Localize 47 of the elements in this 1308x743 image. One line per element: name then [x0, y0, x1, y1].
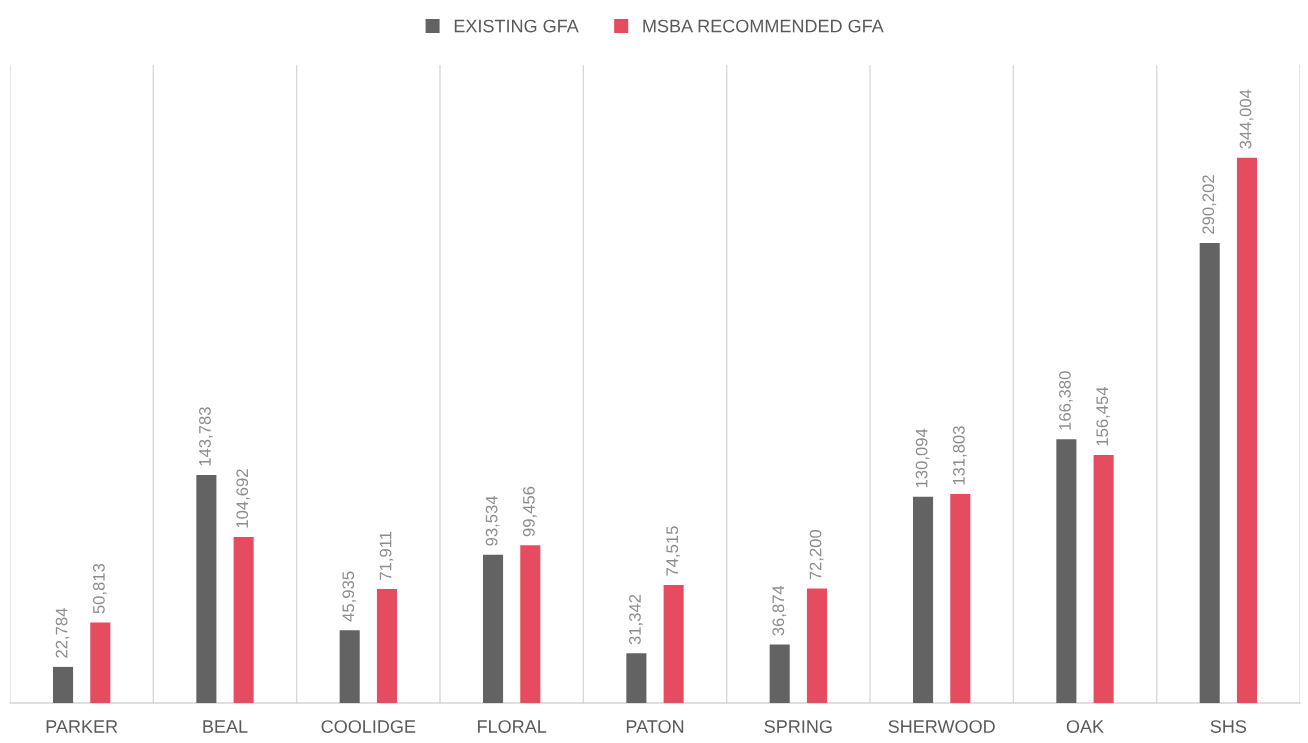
- data-label: 93,534: [485, 495, 500, 546]
- x-tick-label: PARKER: [46, 720, 118, 733]
- data-label: 143,783: [199, 407, 213, 466]
- data-label: 131,803: [952, 426, 967, 485]
- data-label: 166,380: [1059, 371, 1073, 430]
- data-label: 99,456: [522, 486, 537, 537]
- bar: [950, 494, 971, 703]
- data-label: 104,692: [236, 469, 251, 528]
- legend-label: EXISTING GFA: [454, 19, 579, 33]
- bar: [90, 622, 111, 703]
- data-label: 36,874: [772, 585, 787, 636]
- data-label: 45,935: [342, 571, 357, 622]
- x-tick-label: COOLIDGE: [321, 720, 416, 733]
- bar: [626, 653, 647, 703]
- bar: [1199, 242, 1220, 703]
- data-label: 71,911: [379, 531, 394, 580]
- data-label: 50,813: [92, 563, 107, 614]
- bar: [806, 588, 827, 703]
- data-label: 31,342: [629, 594, 643, 645]
- data-label: 130,094: [915, 428, 930, 488]
- x-tick-label: SHS: [1210, 720, 1247, 733]
- bar: [339, 630, 360, 703]
- bar: [1236, 157, 1257, 703]
- bar: [1056, 439, 1077, 703]
- legend-label: MSBA RECOMMENDED GFA: [643, 19, 884, 33]
- data-label: 72,200: [809, 529, 824, 580]
- x-tick-label: OAK: [1066, 720, 1104, 733]
- bar: [483, 554, 504, 703]
- x-tick-label: BEAL: [203, 720, 248, 733]
- data-label: 344,004: [1239, 89, 1254, 149]
- bar: [913, 496, 934, 703]
- data-label: 156,454: [1096, 386, 1111, 446]
- bar: [1093, 455, 1114, 703]
- bar: [520, 545, 541, 703]
- bar: [196, 475, 217, 703]
- bar: [233, 537, 254, 703]
- x-tick-label: SHERWOOD: [888, 720, 995, 733]
- bar: [376, 589, 397, 703]
- data-label: 22,784: [55, 608, 70, 658]
- bar: [53, 666, 74, 703]
- x-tick-label: SPRING: [764, 720, 832, 733]
- bar: [663, 584, 684, 703]
- data-label: 74,515: [666, 526, 681, 576]
- x-tick-label: FLORAL: [478, 720, 547, 733]
- bar: [769, 644, 790, 703]
- x-tick-label: PATON: [626, 720, 684, 733]
- data-label: 290,202: [1202, 175, 1217, 234]
